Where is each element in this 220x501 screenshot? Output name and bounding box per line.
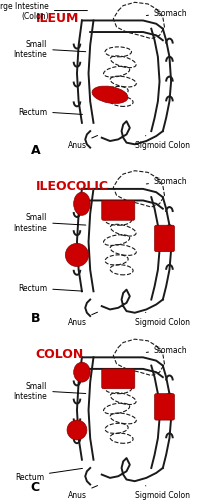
Text: Rectum: Rectum: [18, 108, 82, 117]
Text: Anus: Anus: [68, 313, 97, 326]
Text: Stomach: Stomach: [146, 345, 188, 354]
Ellipse shape: [65, 244, 88, 267]
FancyBboxPatch shape: [102, 201, 135, 221]
FancyBboxPatch shape: [155, 394, 174, 420]
Text: ILEUM: ILEUM: [36, 12, 79, 25]
Ellipse shape: [67, 420, 87, 440]
Text: Sigmoid Colon: Sigmoid Colon: [135, 136, 190, 149]
Text: ILEOCOLIC: ILEOCOLIC: [36, 180, 109, 192]
Text: Anus: Anus: [68, 485, 97, 499]
Text: Anus: Anus: [68, 136, 97, 149]
Text: Small
Intestine: Small Intestine: [13, 381, 86, 400]
Text: Sigmoid Colon: Sigmoid Colon: [135, 486, 190, 499]
Ellipse shape: [74, 363, 90, 382]
Text: Large Intestine
(Colon): Large Intestine (Colon): [0, 2, 87, 21]
Text: B: B: [31, 312, 40, 325]
Text: A: A: [31, 144, 40, 156]
Text: Small
Intestine: Small Intestine: [13, 40, 86, 59]
Ellipse shape: [74, 193, 90, 216]
Text: Rectum: Rectum: [15, 468, 82, 481]
FancyBboxPatch shape: [102, 369, 135, 389]
Text: Stomach: Stomach: [146, 177, 188, 186]
FancyBboxPatch shape: [155, 226, 174, 252]
Text: Sigmoid Colon: Sigmoid Colon: [135, 313, 190, 326]
Text: COLON: COLON: [36, 348, 84, 361]
Text: Stomach: Stomach: [146, 9, 188, 18]
Text: Small
Intestine: Small Intestine: [13, 213, 86, 232]
Text: Rectum: Rectum: [18, 284, 82, 293]
Ellipse shape: [92, 87, 128, 104]
Text: C: C: [31, 480, 40, 493]
